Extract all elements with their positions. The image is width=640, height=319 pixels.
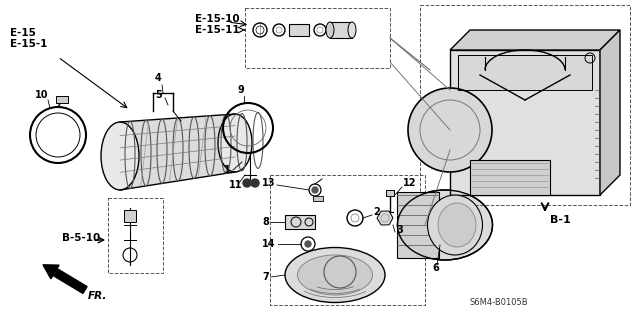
Bar xyxy=(313,196,323,201)
Bar xyxy=(420,5,630,205)
Ellipse shape xyxy=(438,203,476,247)
Circle shape xyxy=(312,187,318,193)
Bar xyxy=(470,160,550,195)
Text: B-5-10: B-5-10 xyxy=(62,233,100,243)
Text: 14: 14 xyxy=(262,239,275,249)
Text: 8: 8 xyxy=(262,217,269,227)
Bar xyxy=(330,22,352,38)
Bar xyxy=(270,175,425,305)
FancyArrow shape xyxy=(43,265,87,293)
Text: 4: 4 xyxy=(155,73,162,83)
Circle shape xyxy=(305,241,311,247)
Text: 13: 13 xyxy=(262,178,275,188)
Text: 10: 10 xyxy=(35,90,49,100)
Text: 7: 7 xyxy=(262,272,269,282)
Bar xyxy=(245,8,390,68)
Ellipse shape xyxy=(428,195,483,255)
Text: 1: 1 xyxy=(224,165,231,175)
Text: S6M4-B0105B: S6M4-B0105B xyxy=(470,298,529,307)
Ellipse shape xyxy=(397,190,493,260)
Circle shape xyxy=(408,88,492,172)
Circle shape xyxy=(251,179,259,187)
Polygon shape xyxy=(120,114,235,190)
Circle shape xyxy=(243,179,251,187)
Text: B-1: B-1 xyxy=(550,215,571,225)
Ellipse shape xyxy=(285,248,385,302)
Text: FR.: FR. xyxy=(88,291,108,301)
Text: E-15-11: E-15-11 xyxy=(195,25,239,35)
Bar xyxy=(397,192,439,258)
Polygon shape xyxy=(450,30,620,50)
Bar xyxy=(285,215,315,229)
Text: 5: 5 xyxy=(155,90,162,100)
Bar xyxy=(108,198,163,273)
Text: 9: 9 xyxy=(238,85,244,95)
Text: 6: 6 xyxy=(432,263,439,273)
Ellipse shape xyxy=(326,22,334,38)
Bar xyxy=(124,210,136,222)
Ellipse shape xyxy=(348,22,356,38)
Bar xyxy=(289,24,309,36)
Text: 2: 2 xyxy=(373,207,380,217)
Bar xyxy=(386,190,394,196)
Ellipse shape xyxy=(298,255,372,295)
Polygon shape xyxy=(458,55,592,90)
Text: 12: 12 xyxy=(403,178,417,188)
Text: E-15-10: E-15-10 xyxy=(195,14,239,24)
Polygon shape xyxy=(450,50,600,195)
Polygon shape xyxy=(600,30,620,195)
Ellipse shape xyxy=(101,122,139,190)
Text: 11: 11 xyxy=(229,180,243,190)
Text: E-15-1: E-15-1 xyxy=(10,39,47,49)
Ellipse shape xyxy=(218,114,252,172)
Text: 3: 3 xyxy=(396,225,403,235)
Bar xyxy=(56,96,68,103)
Text: E-15: E-15 xyxy=(10,28,36,38)
